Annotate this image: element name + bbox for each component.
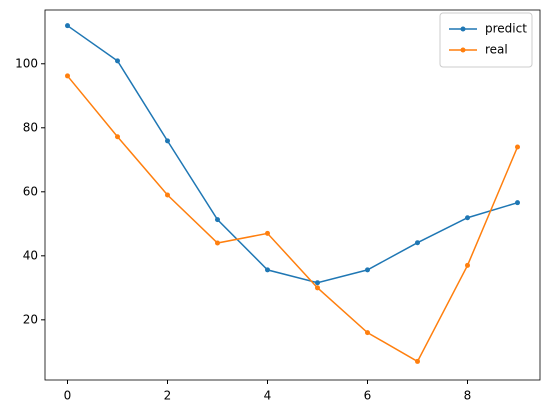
point [415, 358, 420, 364]
x-tick-label: 8 [464, 389, 472, 403]
x-tick-label: 4 [264, 389, 272, 403]
x-tick-label: 2 [164, 389, 172, 403]
point [265, 267, 270, 273]
point [515, 144, 520, 150]
y-tick-label: 20 [23, 312, 38, 326]
point [315, 285, 320, 291]
point [215, 240, 220, 246]
point [415, 240, 420, 246]
point [65, 73, 70, 79]
point [365, 267, 370, 273]
series-line [67, 25, 518, 284]
point [465, 262, 470, 268]
legend-label: real [485, 43, 508, 57]
point [165, 138, 170, 144]
point [165, 192, 170, 198]
y-tick-label: 80 [23, 120, 38, 134]
x-tick-label: 6 [364, 389, 372, 403]
point [115, 134, 120, 140]
point [365, 330, 370, 336]
point [215, 217, 220, 223]
point [465, 215, 470, 221]
point [65, 23, 70, 29]
point [115, 58, 120, 64]
series-line [66, 75, 519, 363]
y-tick-label: 100 [15, 56, 38, 70]
legend-marker [460, 26, 466, 32]
point [265, 230, 270, 236]
point [515, 200, 520, 206]
plot-frame [44, 9, 541, 381]
legend-marker [460, 47, 466, 53]
legend-label: predict [485, 22, 527, 36]
y-tick-label: 40 [23, 248, 38, 262]
x-tick-label: 0 [64, 389, 72, 403]
point [315, 280, 320, 286]
y-tick-label: 60 [23, 184, 38, 198]
